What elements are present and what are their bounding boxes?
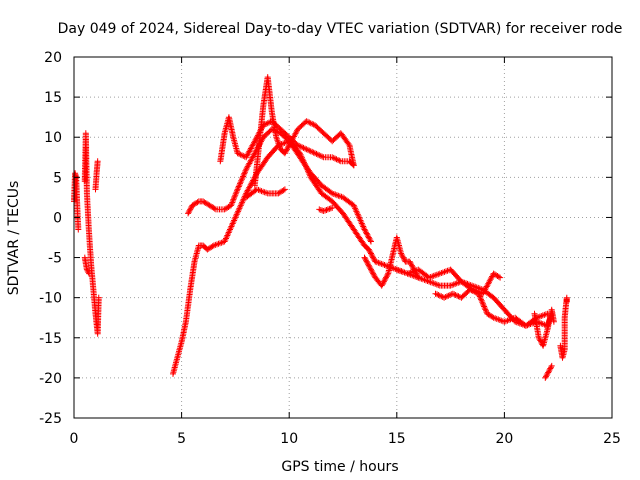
y-tick-label: -25 bbox=[39, 411, 62, 427]
series-arc-g bbox=[217, 114, 357, 169]
series-arc-e bbox=[170, 138, 551, 377]
series-arc-j bbox=[316, 204, 336, 214]
series-markers bbox=[71, 170, 82, 233]
series-markers bbox=[170, 138, 551, 377]
series-arc-c bbox=[92, 158, 101, 193]
y-tick-label: -10 bbox=[39, 291, 62, 307]
x-tick-label: 15 bbox=[388, 431, 406, 447]
y-tick-label: 0 bbox=[53, 210, 62, 226]
series-arc-k bbox=[361, 234, 422, 289]
series-arc-n bbox=[531, 306, 557, 349]
x-tick-label: 10 bbox=[280, 431, 298, 447]
series-markers bbox=[531, 306, 557, 349]
series-markers bbox=[92, 158, 101, 193]
series-arc-h bbox=[251, 74, 357, 189]
x-tick-label: 5 bbox=[177, 431, 186, 447]
series-arc-a bbox=[71, 170, 82, 233]
series-arc-i bbox=[243, 186, 288, 201]
y-tick-label: -20 bbox=[39, 371, 62, 387]
y-axis-ticks: -25 -20 -15 -10 -5 0 5 10 15 20 bbox=[39, 50, 612, 427]
series-markers bbox=[217, 114, 357, 169]
y-axis-label: SDTVAR / TECUs bbox=[6, 181, 22, 296]
series-markers bbox=[81, 130, 102, 337]
series-arc-m bbox=[432, 286, 555, 329]
x-tick-label: 25 bbox=[603, 431, 621, 447]
series-arc-b bbox=[81, 130, 102, 337]
y-tick-label: 5 bbox=[53, 170, 62, 186]
x-axis-ticks: 0 5 10 15 20 25 bbox=[70, 57, 621, 447]
series-markers bbox=[251, 74, 357, 189]
series-arc-p bbox=[557, 294, 570, 361]
y-tick-label: 20 bbox=[44, 50, 62, 66]
series-markers bbox=[243, 186, 288, 201]
series-markers bbox=[557, 294, 570, 361]
y-tick-label: -15 bbox=[39, 331, 62, 347]
series-arc-o bbox=[542, 362, 555, 381]
data-series bbox=[71, 74, 570, 381]
y-tick-label: 15 bbox=[44, 90, 62, 106]
series-markers bbox=[316, 204, 336, 214]
y-tick-label: -5 bbox=[48, 251, 62, 267]
x-tick-label: 20 bbox=[495, 431, 513, 447]
chart-title: Day 049 of 2024, Sidereal Day-to-day VTE… bbox=[58, 21, 623, 37]
grid bbox=[74, 57, 612, 418]
plot-frame bbox=[73, 56, 613, 419]
x-axis-label: GPS time / hours bbox=[281, 459, 398, 475]
series-markers bbox=[542, 362, 555, 381]
series-arc-d bbox=[81, 254, 93, 277]
series-markers bbox=[432, 286, 555, 329]
series-markers bbox=[361, 234, 422, 289]
x-tick-label: 0 bbox=[70, 431, 79, 447]
y-tick-label: 10 bbox=[44, 130, 62, 146]
series-markers bbox=[81, 254, 93, 277]
